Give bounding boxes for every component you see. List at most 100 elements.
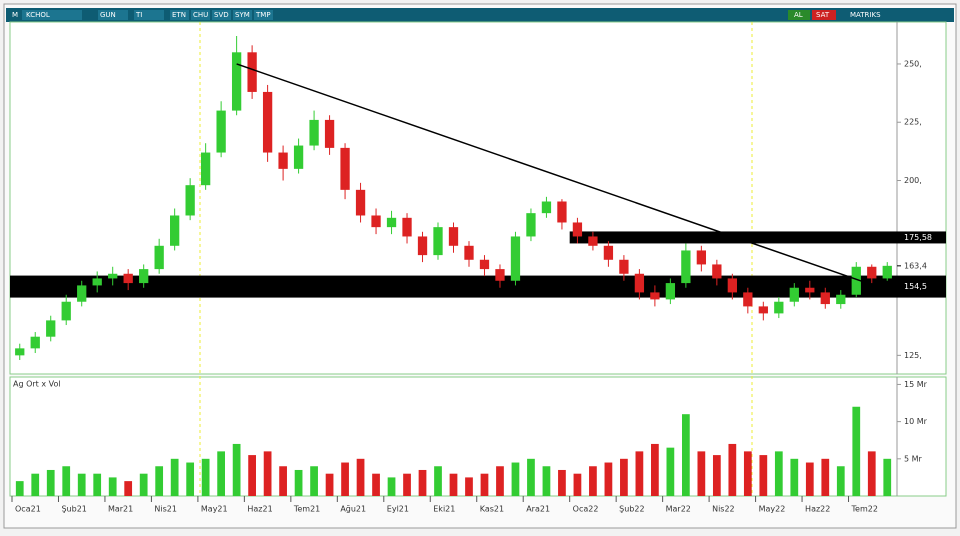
toolbar-button[interactable] [134, 10, 164, 20]
y-tick-label: 15 Mr [904, 380, 928, 389]
y-tick-label: 225, [904, 118, 922, 127]
volume-bar [356, 458, 365, 496]
volume-bar [790, 458, 799, 496]
candle-body [495, 269, 505, 281]
volume-bar [883, 458, 892, 496]
price-panel [9, 21, 947, 375]
volume-panel [9, 376, 947, 497]
volume-bar [511, 462, 520, 496]
price-level-label: 175,58 [904, 233, 932, 242]
volume-bar [666, 447, 675, 496]
volume-bar [294, 469, 303, 496]
x-tick-label: Haz22 [805, 505, 830, 514]
price-level-label: 154,5 [904, 282, 927, 291]
candle-body [665, 283, 676, 300]
candle-body [30, 336, 40, 349]
volume-bar [821, 458, 830, 496]
volume-bar [697, 451, 706, 496]
volume-bar [170, 458, 179, 496]
x-tick-label: Oca21 [15, 505, 41, 514]
volume-bar [620, 458, 628, 496]
volume-bar [15, 481, 24, 496]
volume-bar [449, 473, 458, 496]
candle-body [541, 201, 552, 214]
candle-body [650, 292, 660, 300]
candle-body [77, 285, 87, 302]
candle-body [774, 301, 784, 314]
volume-bar [480, 473, 489, 496]
candle-body [820, 292, 830, 305]
candle-body [340, 147, 350, 190]
volume-bar [310, 466, 318, 496]
toolbar-button[interactable] [170, 10, 189, 20]
x-tick-label: Şub21 [61, 505, 86, 514]
volume-bar [31, 473, 40, 496]
candle-body [139, 269, 149, 284]
x-tick-label: Kas21 [480, 505, 504, 514]
y-tick-label: 200, [904, 176, 922, 185]
toolbar-button[interactable] [254, 10, 273, 20]
toolbar-button[interactable] [233, 10, 252, 20]
candle-body [386, 217, 397, 228]
volume-bar [651, 443, 659, 496]
toolbar-button[interactable] [98, 10, 128, 20]
candle-body [727, 278, 737, 293]
trendline [236, 63, 888, 291]
candle-body [278, 152, 288, 169]
candle-body [355, 189, 366, 216]
x-tick-label: Eki21 [433, 505, 455, 514]
candle-body [557, 201, 567, 223]
buy-button[interactable] [788, 10, 810, 20]
candle-body [696, 250, 707, 265]
toolbar-button[interactable] [212, 10, 231, 20]
candle-body [123, 273, 133, 284]
volume-bar [759, 455, 768, 496]
toolbar-button-label: CHU [193, 11, 208, 19]
y-tick-label: 250, [904, 59, 922, 68]
y-tick-label: 125, [904, 351, 922, 360]
volume-bar [805, 462, 814, 496]
volume-bar [325, 473, 334, 496]
candle-body [588, 236, 598, 246]
volume-bar [341, 462, 349, 496]
toolbar-button-label: GUN [100, 11, 116, 19]
volume-bar [387, 477, 396, 496]
y-tick-label: 5 Mr [904, 454, 923, 463]
candle-body [15, 348, 25, 356]
candle-body [805, 287, 815, 293]
buy-label: AL [794, 11, 803, 19]
candle-body [371, 215, 381, 228]
volume-bar [558, 469, 566, 496]
toolbar-button[interactable] [191, 10, 210, 20]
volume-bar [139, 473, 148, 496]
candle-body [882, 265, 892, 279]
candle-body [46, 320, 56, 337]
volume-bar [712, 455, 721, 496]
volume-bar [155, 466, 164, 496]
volume-bar [635, 451, 644, 496]
x-tick-label: May22 [759, 505, 786, 514]
volume-bar [743, 451, 752, 496]
x-tick-label: Haz21 [247, 505, 272, 514]
volume-bar [108, 477, 117, 496]
volume-bar [465, 477, 473, 496]
candle-body [448, 227, 459, 246]
volume-bar [604, 462, 613, 496]
x-tick-label: May21 [201, 505, 228, 514]
candle-body [293, 145, 304, 169]
x-tick-label: Tem21 [293, 505, 320, 514]
sell-button[interactable] [812, 10, 836, 20]
candle-body [712, 264, 722, 279]
candle-body [185, 185, 195, 216]
y-tick-label: 10 Mr [904, 417, 928, 426]
candle-body [154, 245, 164, 270]
x-tick-label: Mar21 [108, 505, 133, 514]
candle-body [324, 119, 335, 148]
price-level-band [10, 275, 946, 298]
candle-body [867, 266, 877, 279]
volume-bar [418, 469, 427, 496]
volume-bar [403, 473, 411, 496]
x-tick-label: Mar22 [666, 505, 691, 514]
